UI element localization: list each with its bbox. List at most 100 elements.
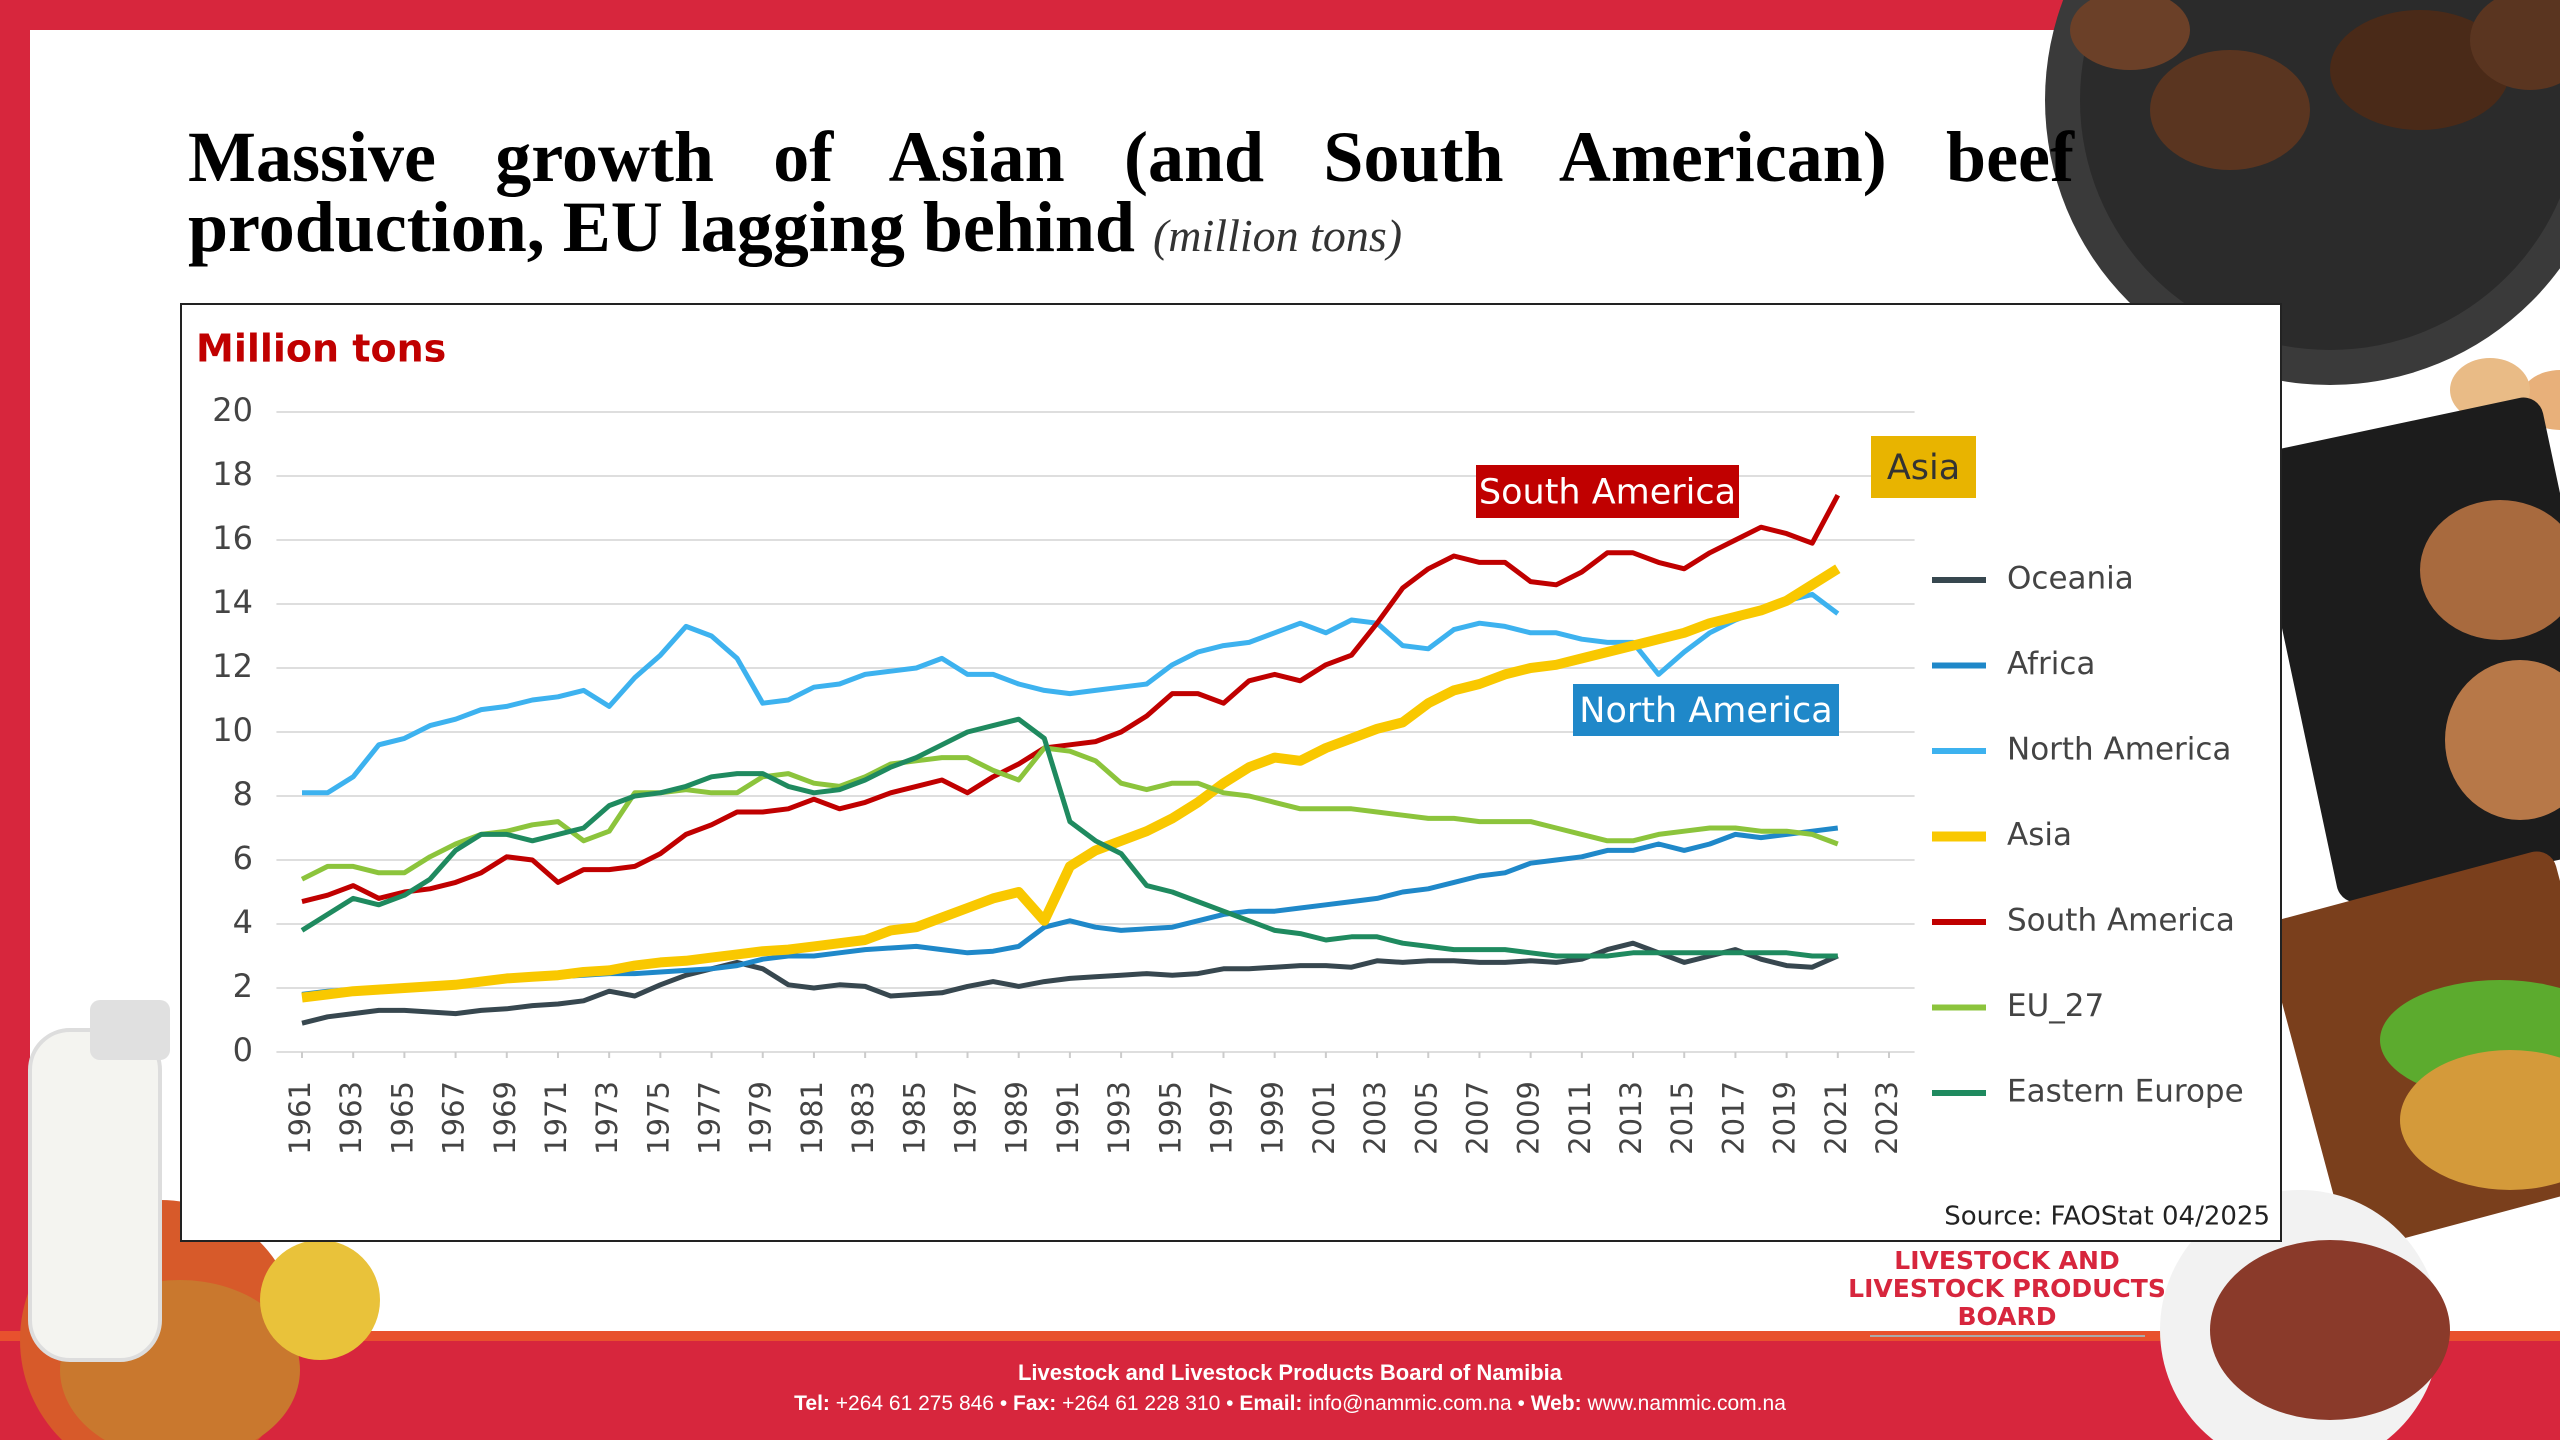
- x-tick-label: 1979: [744, 1081, 778, 1155]
- series-line: [301, 494, 1841, 905]
- contact-label: Tel:: [794, 1392, 830, 1415]
- footer: Livestock and Livestock Products Board o…: [0, 1360, 2560, 1416]
- x-tick-label: 1975: [641, 1081, 675, 1155]
- x-tick-label: 1983: [846, 1081, 880, 1155]
- x-tick-label: 1993: [1102, 1081, 1136, 1155]
- annotation-box: [1476, 465, 1739, 518]
- title-text: Massive growth of Asian (and South Ameri…: [188, 117, 2074, 267]
- y-tick-label: 10: [212, 711, 253, 749]
- series-line: [300, 745, 1839, 882]
- x-tick-label: 1985: [897, 1081, 931, 1155]
- x-tick-label: 2015: [1665, 1081, 1699, 1155]
- x-tick-label: 1961: [283, 1081, 317, 1155]
- slide-title: Massive growth of Asian (and South Ameri…: [188, 121, 2074, 271]
- footer-name: Livestock and Livestock Products Board o…: [1017, 1360, 1563, 1385]
- legend-label: Asia: [2007, 817, 2072, 853]
- x-tick-label: 2021: [1819, 1081, 1853, 1155]
- x-tick-label: 2011: [1563, 1081, 1597, 1155]
- legend-label: EU_27: [2007, 988, 2104, 1024]
- source-note: Source: FAOStat 04/2025: [1944, 1202, 2270, 1232]
- contact-label: Email:: [1239, 1392, 1303, 1415]
- annotation-label: North America: [1579, 691, 1832, 731]
- x-tick-label: 1989: [1000, 1081, 1034, 1155]
- chart: Million tons Source: FAOStat 04/2025 0 2 4…: [196, 327, 2270, 1232]
- footer-contacts: Tel: +264 61 275 846 • Fax: +264 61 228 …: [0, 1392, 2560, 1416]
- x-tick-label: 2007: [1460, 1081, 1494, 1155]
- x-tick-label: 1971: [539, 1081, 573, 1155]
- x-tick-label: 1969: [488, 1081, 522, 1155]
- y-tick-label: 18: [212, 455, 253, 493]
- contact-label: Web:: [1530, 1392, 1582, 1415]
- x-tick-label: 2019: [1768, 1081, 1802, 1155]
- meat: [2070, 0, 2190, 70]
- y-tick-label: 14: [212, 583, 253, 621]
- contact-value: info@nammic.com.na: [1308, 1392, 1512, 1415]
- separator: •: [1517, 1392, 1525, 1415]
- logo: LIVESTOCK AND LIVESTOCK PRODUCTS BOARD: [1848, 1246, 2166, 1337]
- meat: [2470, 0, 2560, 90]
- x-tick-label: 1987: [949, 1081, 983, 1155]
- series-line: [301, 940, 1839, 1026]
- bottom-stripe: [0, 1331, 2560, 1341]
- annotation-box: [1871, 436, 1976, 498]
- legend-label: Oceania: [2007, 561, 2134, 597]
- bottle-cap: [90, 1000, 170, 1060]
- left-band: [0, 0, 30, 1440]
- x-tick-label: 1991: [1051, 1081, 1085, 1155]
- x-tick-label: 2009: [1512, 1081, 1546, 1155]
- y-tick-label: 6: [233, 839, 253, 877]
- beef: [2210, 1240, 2450, 1420]
- x-tick-label: 1963: [334, 1081, 368, 1155]
- x-tick-label: 2017: [1716, 1081, 1750, 1155]
- title-unit: (million tons): [1152, 210, 1403, 261]
- x-tick-label: 1967: [437, 1081, 471, 1155]
- bun: [2400, 1050, 2560, 1190]
- x-tick-label: 1999: [1256, 1081, 1290, 1155]
- series-line: [300, 716, 1838, 959]
- contact-value: www.nammic.com.na: [1587, 1392, 1786, 1415]
- x-tick-label: 2001: [1307, 1081, 1341, 1155]
- x-tick-label: 1997: [1204, 1081, 1238, 1155]
- x-tick-label: 1981: [795, 1081, 829, 1155]
- x-tick-label: 2003: [1358, 1081, 1392, 1155]
- annotation-label: South America: [1479, 473, 1736, 513]
- series-line: [301, 564, 1841, 1003]
- y-axis-title: Million tons: [196, 327, 446, 371]
- x-tick-label: 1995: [1153, 1081, 1187, 1155]
- y-tick-label: 8: [233, 775, 253, 813]
- y-tick-label: 0: [233, 1031, 253, 1069]
- y-tick-label: 20: [212, 391, 253, 429]
- lemon: [260, 1240, 380, 1360]
- x-tick-label: 1977: [693, 1081, 727, 1155]
- series-line: [302, 591, 1840, 796]
- y-tick-label: 12: [212, 647, 253, 685]
- x-tick-label: 1965: [385, 1081, 419, 1155]
- legend-label: South America: [2007, 903, 2235, 939]
- x-tick-label: 2013: [1614, 1081, 1648, 1155]
- legend-label: Eastern Europe: [2007, 1074, 2244, 1110]
- contact-label: Fax:: [1013, 1392, 1057, 1415]
- y-tick-label: 2: [233, 967, 253, 1005]
- steak: [2420, 500, 2560, 640]
- y-tick-label: 16: [212, 519, 253, 557]
- meat: [2150, 50, 2310, 170]
- meat: [2330, 10, 2510, 130]
- y-tick-label: 4: [233, 903, 253, 941]
- contact-value: +264 61 275 846: [835, 1392, 994, 1415]
- contact-value: +264 61 228 310: [1062, 1392, 1221, 1415]
- bottom-band: [0, 1331, 2560, 1440]
- x-tick-label: 2023: [1870, 1081, 1904, 1155]
- logo-line: BOARD: [1958, 1302, 2057, 1331]
- logo-line: LIVESTOCK AND: [1894, 1246, 2119, 1275]
- milk-bottle: [28, 1028, 162, 1362]
- steak: [2445, 660, 2560, 820]
- x-tick-label: 2005: [1409, 1081, 1443, 1155]
- separator: •: [999, 1392, 1008, 1415]
- separator: •: [1226, 1392, 1234, 1415]
- legend-label: North America: [2007, 732, 2231, 768]
- legend-label: Africa: [2007, 646, 2095, 682]
- annotation-box: [1573, 684, 1839, 736]
- logo-line: LIVESTOCK PRODUCTS: [1848, 1274, 2166, 1303]
